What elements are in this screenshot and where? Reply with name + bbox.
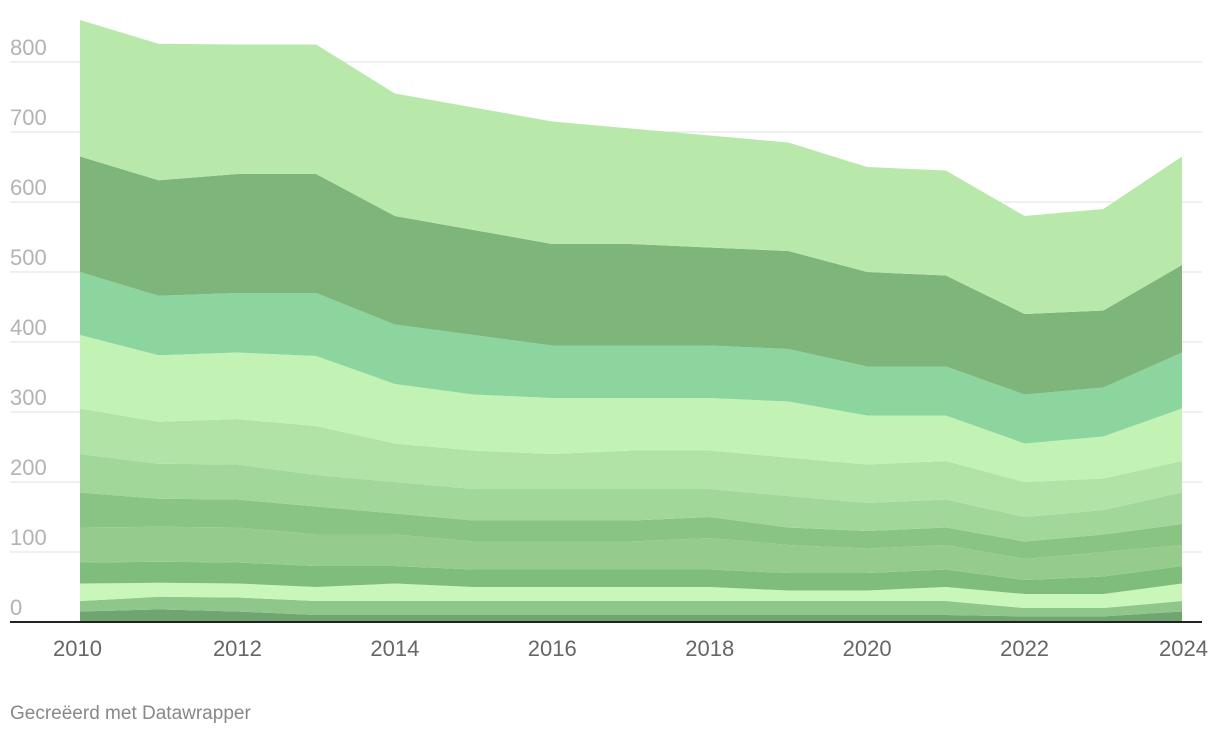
area-series-11	[80, 156, 1182, 395]
y-axis-ticks: 0 100 200 300 400 500 600 700 800	[10, 35, 47, 620]
x-tick-label: 2024	[1159, 636, 1208, 661]
area-series-12	[80, 20, 1182, 314]
footer-credit: Gecreëerd met Datawrapper	[10, 703, 251, 724]
y-tick-label: 600	[10, 175, 47, 200]
y-tick-label: 100	[10, 525, 47, 550]
area-series-9	[80, 335, 1182, 482]
x-tick-label: 2010	[53, 636, 102, 661]
x-tick-label: 2012	[213, 636, 262, 661]
area-series-4	[80, 561, 1182, 594]
x-tick-label: 2014	[370, 636, 419, 661]
area-series-2	[80, 596, 1182, 617]
x-axis-ticks: 2010 2012 2014 2016 2018 2020 2022 2024	[53, 636, 1208, 661]
area-series-1	[80, 609, 1182, 622]
y-tick-label: 500	[10, 245, 47, 270]
area-series-5	[80, 526, 1182, 580]
y-tick-label: 400	[10, 315, 47, 340]
area-series	[80, 20, 1182, 622]
y-tick-label: 300	[10, 385, 47, 410]
y-tick-label: 700	[10, 105, 47, 130]
y-tick-label: 800	[10, 35, 47, 60]
x-tick-label: 2016	[528, 636, 577, 661]
y-tick-label: 0	[10, 595, 22, 620]
y-tick-label: 200	[10, 455, 47, 480]
area-series-6	[80, 492, 1182, 559]
area-series-8	[80, 408, 1182, 517]
area-series-3	[80, 582, 1182, 608]
x-tick-label: 2022	[1000, 636, 1049, 661]
area-series-10	[80, 272, 1182, 444]
x-tick-label: 2020	[843, 636, 892, 661]
x-tick-label: 2018	[685, 636, 734, 661]
area-series-7	[80, 454, 1182, 542]
